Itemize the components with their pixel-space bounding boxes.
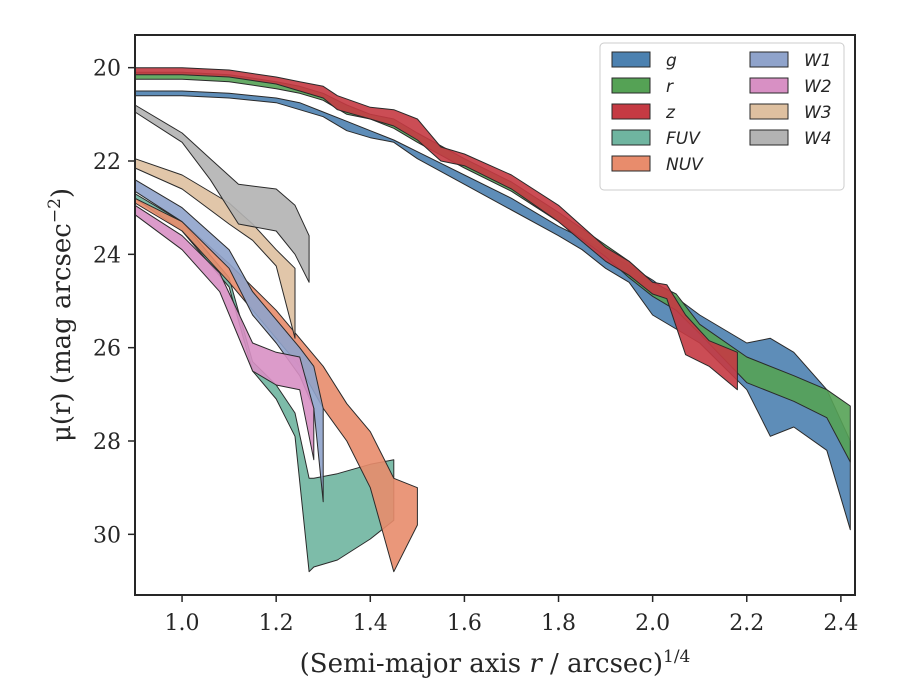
legend-swatch-r	[611, 77, 651, 94]
x-tick-label: 2.2	[729, 611, 764, 636]
band-W1	[134, 179, 324, 503]
y-tick-label: 30	[93, 523, 121, 548]
legend-label-g: g	[666, 51, 677, 71]
x-axis: 1.0 1.2 1.4 1.6 1.8 2.0 2.2 2.4	[165, 595, 858, 636]
y-axis-title: μ(r) (mag arcsec−2)	[45, 188, 77, 442]
x-axis-title-superscript: 1/4	[663, 647, 690, 667]
plot-frame	[134, 34, 856, 596]
x-tick-label: 2.4	[823, 611, 858, 636]
band-z	[134, 67, 738, 391]
x-tick-label: 1.2	[259, 611, 294, 636]
y-tick-label: 22	[93, 150, 121, 175]
y-tick-label: 20	[93, 57, 121, 82]
legend-label-NUV: NUV	[666, 155, 704, 175]
legend: grz FUV NUV W1 W2 W3 W4	[599, 42, 845, 191]
legend-swatch-W1	[749, 51, 789, 68]
legend-label-W2: W2	[804, 77, 832, 97]
legend-label-W4: W4	[804, 129, 832, 149]
legend-swatch-FUV	[611, 129, 651, 146]
legend-label-W3: W3	[804, 103, 832, 123]
band-W4	[134, 104, 310, 283]
x-tick-label: 1.6	[447, 611, 482, 636]
legend-label-W1: W1	[804, 51, 832, 71]
band-NUV	[134, 197, 418, 573]
x-tick-label: 2.0	[635, 611, 670, 636]
legend-swatch-W2	[749, 77, 789, 94]
legend-swatch-z	[611, 103, 651, 120]
legend-label-z: z	[665, 103, 676, 123]
legend-label-FUV: FUV	[666, 129, 701, 149]
y-axis: 20 22 24 26 28 30	[93, 57, 135, 548]
legend-swatch-W3	[749, 103, 789, 120]
band-g	[134, 90, 851, 531]
y-axis-title-close: )	[47, 188, 77, 198]
x-axis-title: (Semi-major axis r / arcsec)1/4	[300, 647, 691, 679]
series-bands	[134, 67, 851, 573]
band-W2	[134, 204, 315, 461]
y-tick-label: 24	[93, 243, 121, 268]
x-tick-label: 1.0	[165, 611, 200, 636]
legend-swatch-NUV	[611, 155, 651, 172]
x-tick-label: 1.8	[541, 611, 576, 636]
y-tick-label: 28	[93, 430, 121, 455]
y-tick-label: 26	[93, 337, 121, 362]
legend-label-r: r	[666, 77, 674, 97]
legend-swatch-W4	[749, 129, 789, 146]
legend-swatch-g	[611, 51, 651, 68]
y-axis-title-superscript: −2	[45, 198, 65, 223]
x-tick-label: 1.4	[353, 611, 388, 636]
